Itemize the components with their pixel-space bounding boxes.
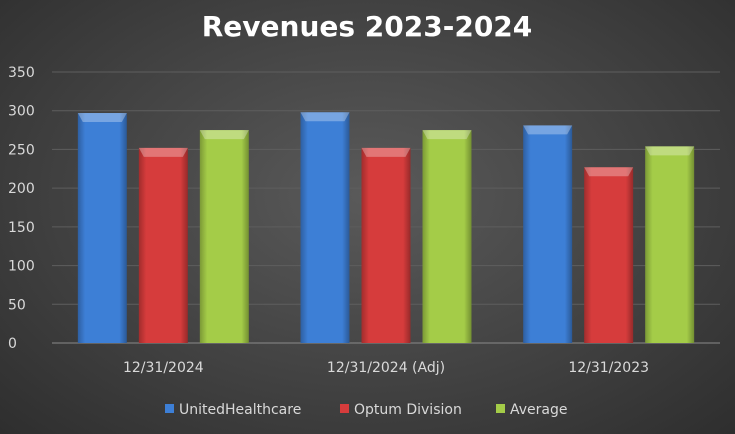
bar-unitedhealthcare [523, 125, 573, 343]
bar-optum-division [584, 167, 634, 343]
x-tick-label: 12/31/2023 [568, 360, 649, 376]
legend-swatch [165, 404, 174, 413]
bar-unitedhealthcare [77, 113, 127, 343]
legend-label: Average [510, 402, 568, 418]
bar-bevel [77, 113, 127, 123]
bar-bevel [523, 125, 573, 135]
y-tick-label: 150 [8, 220, 35, 236]
bar-bevel [199, 130, 249, 140]
x-tick-label: 12/31/2024 (Adj) [327, 360, 445, 376]
bar-bevel [361, 147, 411, 157]
bar-optum-division [361, 147, 411, 343]
y-tick-label: 100 [8, 259, 35, 275]
x-tick-label: 12/31/2024 [123, 360, 204, 376]
bar-bevel [138, 147, 188, 157]
bar-unitedhealthcare [300, 112, 350, 344]
bar-optum-division [138, 147, 188, 343]
chart-title: Revenues 2023-2024 [202, 10, 533, 43]
bar-average [199, 130, 249, 343]
y-tick-label: 350 [8, 65, 35, 81]
y-tick-label: 300 [8, 104, 35, 120]
legend-label: UnitedHealthcare [179, 402, 301, 418]
legend-label: Optum Division [354, 402, 462, 418]
bar-bevel [584, 167, 634, 177]
bar-bevel [300, 112, 350, 122]
y-tick-label: 200 [8, 181, 35, 197]
legend-swatch [496, 404, 505, 413]
y-tick-label: 0 [8, 336, 17, 352]
bar-average [645, 146, 695, 343]
y-tick-label: 50 [8, 297, 26, 313]
bar-average [422, 130, 472, 343]
y-tick-label: 250 [8, 142, 35, 158]
legend-swatch [340, 404, 349, 413]
bar-bevel [422, 130, 472, 140]
bar-bevel [645, 146, 695, 156]
